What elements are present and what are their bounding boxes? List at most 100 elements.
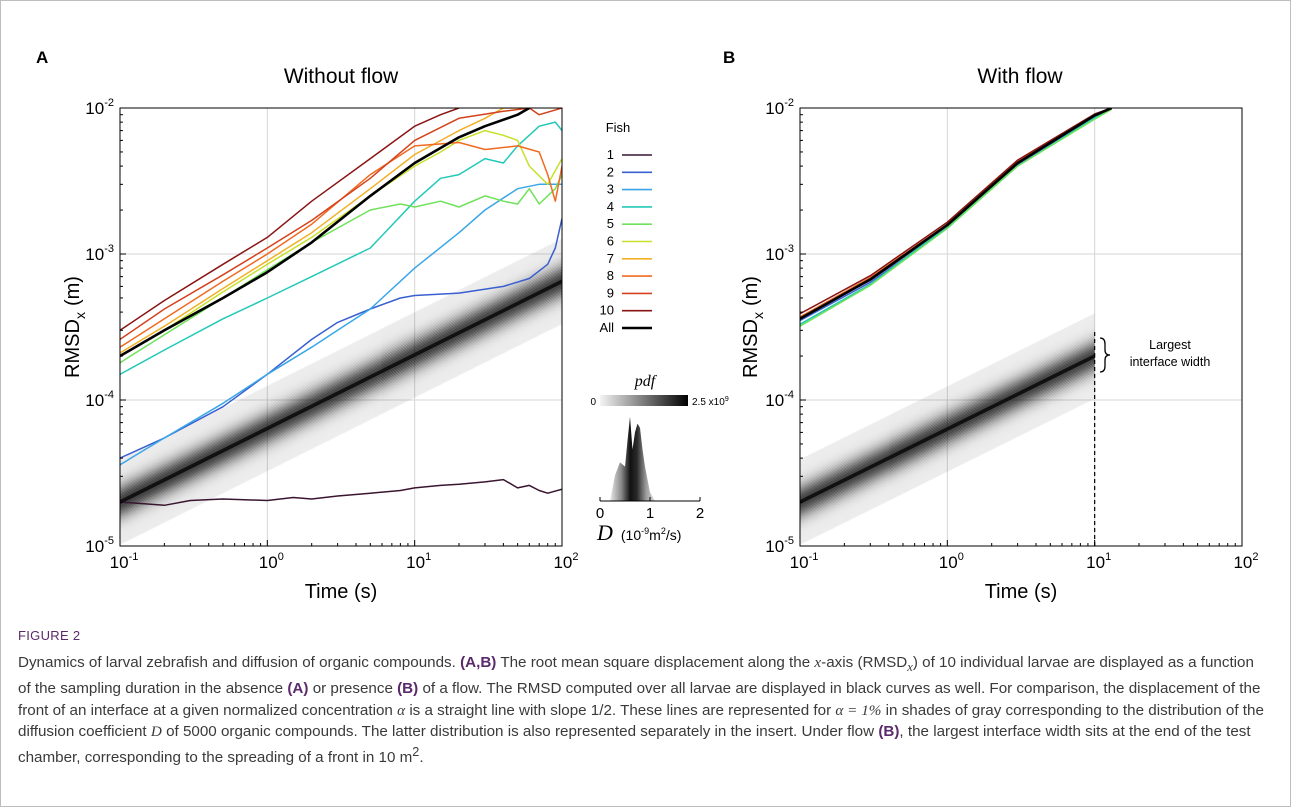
x-tick-label: 101	[1086, 551, 1111, 572]
figure-caption: Dynamics of larval zebrafish and diffusi…	[18, 652, 1268, 769]
panel-a-inset: pdf 0 2.5 x109 0 1 2 D (10-9m2/s)	[590, 373, 728, 545]
diffusion-band-strip	[120, 271, 562, 494]
diffusion-band-strip	[120, 291, 562, 514]
legend-title: Fish	[606, 120, 631, 135]
annotation-line-2: interface width	[1130, 355, 1211, 369]
y-tick-label: 10-2	[85, 97, 114, 118]
diffusion-band-strip	[800, 334, 1096, 482]
diffusion-band-strip	[120, 274, 562, 497]
series-line-6	[800, 108, 1112, 320]
diffusion-band-strip	[120, 241, 562, 464]
panel-b-ylabel: RMSDx(m)	[740, 276, 766, 378]
diffusion-band-strip	[120, 244, 562, 467]
caption-text: of a flow. The RMSD computed over all la…	[18, 680, 1261, 719]
y-tick-label: 10-2	[765, 97, 794, 118]
diffusion-band-strip	[800, 338, 1096, 487]
diffusion-band-strip	[800, 320, 1096, 469]
diffusion-band-strip	[800, 344, 1096, 493]
diffusion-band-strip	[800, 364, 1096, 512]
panel-a-legend: Fish 1 2 3 4 5 6 7 8 9 10 All	[600, 120, 652, 335]
diffusion-band-strip	[800, 332, 1096, 481]
panel-b-title: With flow	[977, 65, 1063, 88]
caption-text: in shades of gray corresponding to the d…	[18, 701, 1264, 740]
diffusion-band-strip	[800, 359, 1096, 508]
x-tick-label: 101	[406, 551, 431, 572]
diffusion-band-strip	[120, 300, 562, 523]
figure-label: FIGURE 2	[18, 628, 81, 643]
diffusion-band-strip	[800, 362, 1096, 511]
diffusion-band-strip	[120, 298, 562, 521]
diffusion-band-strip	[120, 285, 562, 508]
diffusion-band-strip	[800, 352, 1096, 500]
series-line-all	[800, 108, 1113, 320]
series-line-5	[120, 174, 562, 364]
diffusion-band-strip	[800, 328, 1096, 476]
series-line-8	[800, 108, 1112, 318]
legend-label-3: 3	[607, 182, 614, 197]
series-line-10	[800, 108, 1112, 315]
series-line-7	[120, 108, 518, 354]
caption-ref-a: (A)	[287, 680, 309, 698]
diffusion-band-strip	[800, 313, 1096, 461]
legend-label-all: All	[600, 320, 615, 335]
panel-a-xlabel: Time (s)	[305, 581, 378, 603]
series-line-8	[120, 141, 562, 348]
diffusion-band-strip	[120, 276, 562, 499]
inset-xlabel: D (10-9m2/s)	[596, 520, 681, 545]
diffusion-band-strip	[800, 317, 1096, 466]
diffusion-band-strip	[800, 389, 1096, 538]
panel-b-diffusion-band	[800, 313, 1096, 545]
diffusion-band-strip	[120, 256, 562, 479]
diffusion-band-strip	[800, 349, 1096, 497]
x-tick-label: 100	[259, 551, 284, 572]
y-tick-label: 10-4	[85, 389, 114, 410]
diffusion-band-strip	[800, 361, 1096, 509]
diffusion-band-strip	[120, 238, 562, 461]
diffusion-band-strip	[120, 247, 562, 470]
diffusion-band-strip	[120, 301, 562, 524]
diffusion-band-strip	[800, 331, 1096, 479]
diffusion-band-strip	[800, 323, 1096, 472]
x-tick-label: 10-1	[110, 551, 139, 572]
diffusion-band-strip	[120, 303, 562, 526]
diffusion-band-strip	[120, 318, 562, 541]
legend-label-5: 5	[607, 216, 614, 231]
x-tick-label: 100	[939, 551, 964, 572]
caption-text: ) of 10 individual larvae are displayed …	[18, 654, 1254, 698]
caption-alpha: α	[397, 701, 406, 719]
caption-alpha-eq: α = 1%	[835, 701, 882, 719]
diffusion-band-strip	[120, 306, 562, 529]
diffusion-band-strip	[800, 382, 1096, 530]
x-tick-label: 102	[553, 551, 578, 572]
diffusion-band-strip	[120, 243, 562, 466]
diffusion-band-strip	[120, 283, 562, 506]
diffusion-band-strip	[120, 316, 562, 539]
series-line-all	[120, 108, 530, 358]
caption-text: , the largest interface width sits at th…	[18, 722, 1251, 767]
diffusion-band-strip	[800, 316, 1096, 464]
diffusion-band-strip	[120, 259, 562, 482]
series-line-1	[800, 108, 1112, 318]
caption-text: The root mean square displacement along …	[500, 654, 811, 671]
caption-text: -axis (RMSD	[821, 654, 908, 671]
inset-title: pdf	[634, 373, 658, 390]
caption-text: is a straight line with slope 1/2. These…	[409, 701, 832, 719]
panel-a-series	[120, 108, 562, 507]
diffusion-band-strip	[120, 258, 562, 481]
diffusion-band-strip	[120, 307, 562, 530]
diffusion-band-strip	[120, 321, 562, 544]
caption-var-d: D	[150, 722, 162, 740]
legend-label-10: 10	[600, 303, 614, 318]
diffusion-band-strip	[800, 394, 1096, 542]
colorbar-min-label: 0	[590, 397, 596, 408]
diffusion-band-strip	[800, 325, 1096, 473]
panel-a-ylabel: RMSDx(m)	[62, 276, 88, 378]
diffusion-band-strip	[800, 367, 1096, 515]
panel-a-ticks: 10-1 100 101 102 10-5 10-4 10-3 10-2	[85, 97, 578, 572]
legend-label-7: 7	[607, 251, 614, 266]
caption-text: or presence	[312, 680, 393, 698]
caption-ref-ab: (A,B)	[460, 654, 497, 671]
y-tick-label: 10-3	[85, 243, 114, 264]
diffusion-band-strip	[120, 304, 562, 527]
diffusion-band-strip	[120, 295, 562, 518]
